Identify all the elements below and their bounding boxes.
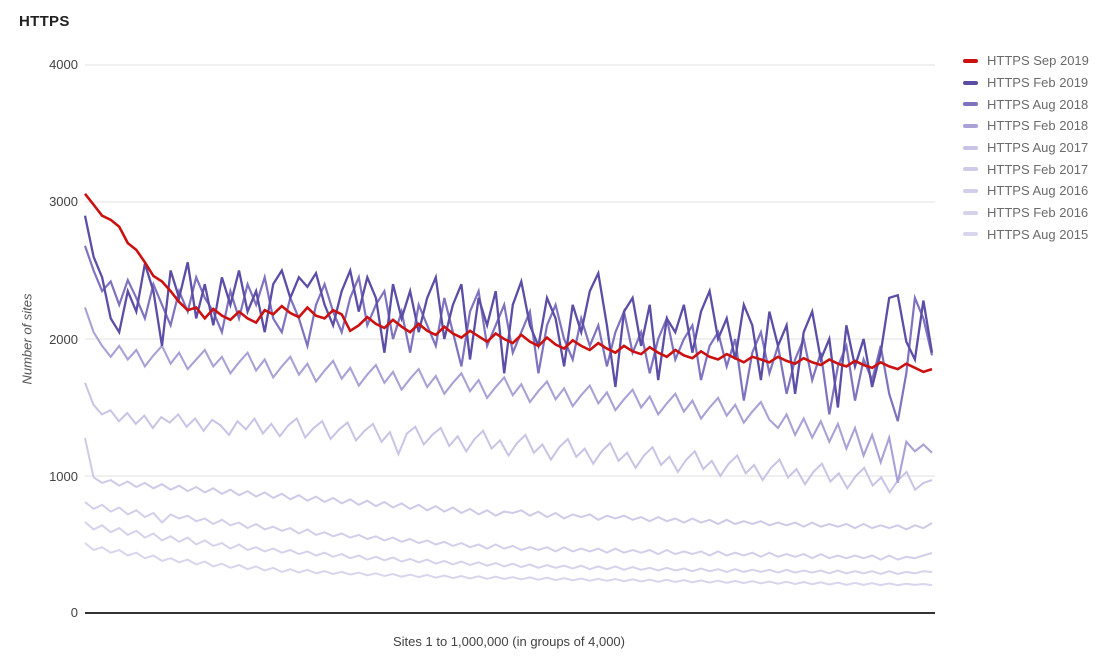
y-tick-label-3000: 3000: [49, 194, 78, 209]
legend-swatch-icon: [963, 232, 978, 237]
y-tick-label-2000: 2000: [49, 332, 78, 347]
legend-label: HTTPS Sep 2019: [987, 53, 1089, 69]
legend-label: HTTPS Aug 2015: [987, 226, 1089, 242]
series-line-https-aug-2018[interactable]: [83, 245, 934, 422]
y-tick-label-4000: 4000: [49, 57, 78, 72]
legend: HTTPS Sep 2019 HTTPS Feb 2019 HTTPS Aug 20…: [963, 50, 1103, 245]
legend-label: HTTPS Aug 2016: [987, 183, 1089, 199]
legend-item-https-aug-2015[interactable]: HTTPS Aug 2015: [963, 224, 1103, 246]
chart-title: HTTPS: [19, 13, 70, 30]
legend-label: HTTPS Feb 2019: [987, 75, 1089, 91]
legend-label: HTTPS Aug 2018: [987, 96, 1089, 112]
series-line-https-feb-2016[interactable]: [84, 521, 933, 576]
series-line-https-sep-2019[interactable]: [83, 192, 933, 374]
series-line-https-feb-2017[interactable]: [84, 437, 933, 531]
legend-swatch-icon: [963, 123, 978, 128]
y-tick-label-0: 0: [70, 605, 78, 620]
legend-item-https-feb-2018[interactable]: HTTPS Feb 2018: [963, 115, 1103, 137]
series-line-https-aug-2016[interactable]: [84, 501, 933, 561]
x-axis-title: Sites 1 to 1,000,000 (in groups of 4,000…: [393, 634, 625, 649]
legend-label: HTTPS Feb 2017: [987, 161, 1089, 177]
y-tick-label-1000: 1000: [49, 469, 78, 484]
legend-label: HTTPS Feb 2016: [987, 205, 1089, 221]
legend-swatch-icon: [963, 102, 978, 107]
legend-item-https-feb-2019[interactable]: HTTPS Feb 2019: [963, 72, 1103, 94]
y-axis-title: Number of sites: [19, 293, 35, 385]
legend-label: HTTPS Feb 2018: [987, 118, 1089, 134]
legend-item-https-aug-2016[interactable]: HTTPS Aug 2016: [963, 180, 1103, 202]
legend-swatch-icon: [963, 167, 978, 172]
series-line-https-aug-2015[interactable]: [84, 542, 933, 587]
legend-swatch-icon: [963, 58, 978, 63]
series-line-https-feb-2019[interactable]: [83, 215, 934, 408]
legend-item-https-feb-2016[interactable]: HTTPS Feb 2016: [963, 202, 1103, 224]
legend-item-https-aug-2017[interactable]: HTTPS Aug 2017: [963, 137, 1103, 159]
legend-item-https-sep-2019[interactable]: HTTPS Sep 2019: [963, 50, 1103, 72]
legend-swatch-icon: [963, 80, 978, 85]
legend-swatch-icon: [963, 145, 978, 150]
legend-item-https-feb-2017[interactable]: HTTPS Feb 2017: [963, 158, 1103, 180]
legend-swatch-icon: [963, 188, 978, 193]
legend-swatch-icon: [963, 210, 978, 215]
series-line-https-feb-2018[interactable]: [84, 307, 933, 484]
legend-item-https-aug-2018[interactable]: HTTPS Aug 2018: [963, 93, 1103, 115]
series-line-https-aug-2017[interactable]: [84, 382, 933, 495]
legend-label: HTTPS Aug 2017: [987, 140, 1089, 156]
